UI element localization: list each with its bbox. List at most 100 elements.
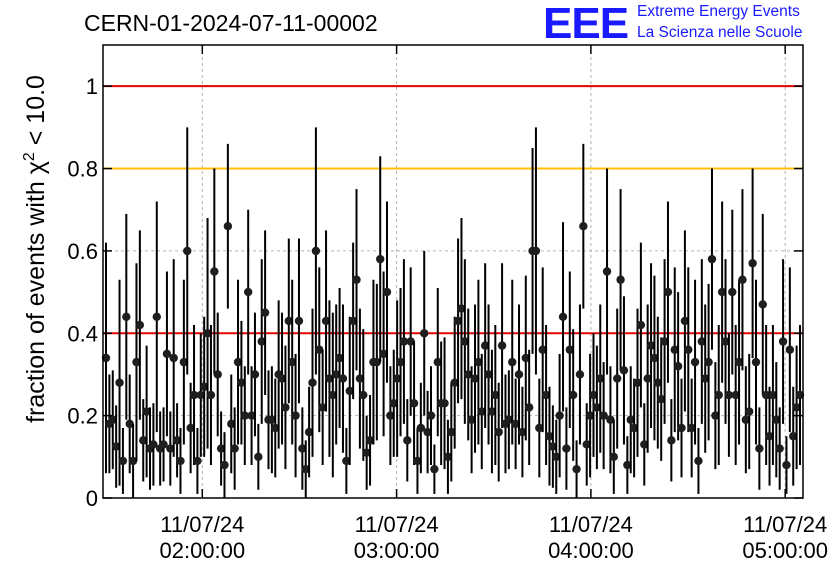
data-point <box>382 287 392 297</box>
data-point <box>673 362 683 371</box>
y-axis-label: fraction of events with χ2 < 10.0 <box>21 75 50 423</box>
data-point <box>484 370 493 379</box>
plot-frame <box>102 44 804 499</box>
data-point <box>765 432 774 441</box>
data-point <box>480 341 490 350</box>
data-point <box>406 337 415 346</box>
data-point <box>230 444 239 453</box>
data-point <box>582 440 591 449</box>
data-point <box>257 337 266 346</box>
data-point <box>179 357 189 367</box>
data-point <box>409 399 419 408</box>
data-point <box>772 415 781 424</box>
y-tick-label: 0 <box>86 486 98 511</box>
data-point <box>731 390 740 400</box>
data-point <box>294 316 304 326</box>
data-point <box>430 464 439 474</box>
y-tick-label: 0.6 <box>67 239 98 264</box>
data-point <box>220 460 229 470</box>
data-point <box>210 267 219 276</box>
data-point <box>494 427 503 437</box>
data-point <box>166 444 175 453</box>
run-title: CERN-01-2024-07-11-00002 <box>84 10 378 36</box>
data-point <box>186 423 195 433</box>
data-point <box>704 357 713 367</box>
axis-layer: 00.20.40.60.8111/07/2402:00:0011/07/2403… <box>67 44 828 563</box>
data-point <box>389 399 398 408</box>
x-tick-label-time: 03:00:00 <box>354 538 440 563</box>
data-point <box>284 316 294 326</box>
data-point <box>633 378 642 387</box>
data-point <box>457 304 466 313</box>
data-point <box>450 378 459 387</box>
y-axis-label-suffix: < 10.0 <box>22 75 50 152</box>
data-point <box>318 403 327 412</box>
data-point <box>565 345 574 354</box>
data-point <box>690 357 700 367</box>
logo-tagline-schools: La Scienza nelle Scuole <box>637 24 803 41</box>
data-point <box>342 456 351 466</box>
data-point <box>470 374 480 383</box>
data-point <box>782 460 791 470</box>
data-point <box>619 366 629 375</box>
data-point <box>420 329 429 338</box>
data-point <box>568 390 578 400</box>
x-tick-label-date: 11/07/24 <box>549 512 633 537</box>
reference-lines <box>103 85 803 335</box>
data-point <box>487 407 497 416</box>
data-point <box>728 287 737 297</box>
data-point <box>599 411 608 420</box>
data-point <box>616 275 625 284</box>
data-point <box>643 374 652 383</box>
y-axis-label-superscript: 2 <box>21 152 38 161</box>
data-point <box>511 419 520 429</box>
data-point <box>555 411 564 420</box>
data-point <box>538 345 547 354</box>
data-point <box>508 357 517 367</box>
data-point <box>132 357 141 367</box>
data-point <box>612 374 622 383</box>
data-point <box>758 300 767 309</box>
data-point <box>359 390 368 400</box>
data-point <box>440 399 449 408</box>
data-point <box>663 287 673 297</box>
data-point <box>426 411 436 420</box>
data-point <box>152 312 161 321</box>
data-point <box>602 267 612 276</box>
data-point <box>237 378 246 387</box>
x-tick-label-time: 02:00:00 <box>159 538 245 563</box>
data-point <box>348 316 358 326</box>
data-point <box>135 320 145 330</box>
data-point <box>623 460 632 470</box>
data-point <box>504 415 514 424</box>
data-point <box>670 345 679 354</box>
data-point <box>416 423 426 433</box>
y-tick-label: 0.8 <box>67 157 98 182</box>
data-point <box>379 349 388 359</box>
data-point <box>162 349 172 359</box>
data-point <box>650 353 659 363</box>
data-point <box>176 456 185 466</box>
data-point <box>352 275 361 284</box>
data-point <box>447 427 456 437</box>
data-point <box>189 390 199 400</box>
data-point <box>541 390 551 400</box>
data-point <box>657 394 666 404</box>
data-point <box>355 374 365 383</box>
data-point <box>240 411 249 420</box>
data-point <box>646 341 656 350</box>
data-point <box>464 370 473 379</box>
data-point <box>250 370 260 379</box>
data-point <box>748 259 757 268</box>
data-point <box>751 357 761 367</box>
data-point <box>139 436 148 445</box>
data-point <box>304 427 314 437</box>
data-point <box>697 337 707 346</box>
data-point <box>271 423 280 433</box>
logo-mark: EEE <box>543 0 629 48</box>
data-point <box>149 440 158 449</box>
data-point <box>169 353 178 363</box>
data-point <box>142 407 151 416</box>
data-point <box>111 442 121 451</box>
